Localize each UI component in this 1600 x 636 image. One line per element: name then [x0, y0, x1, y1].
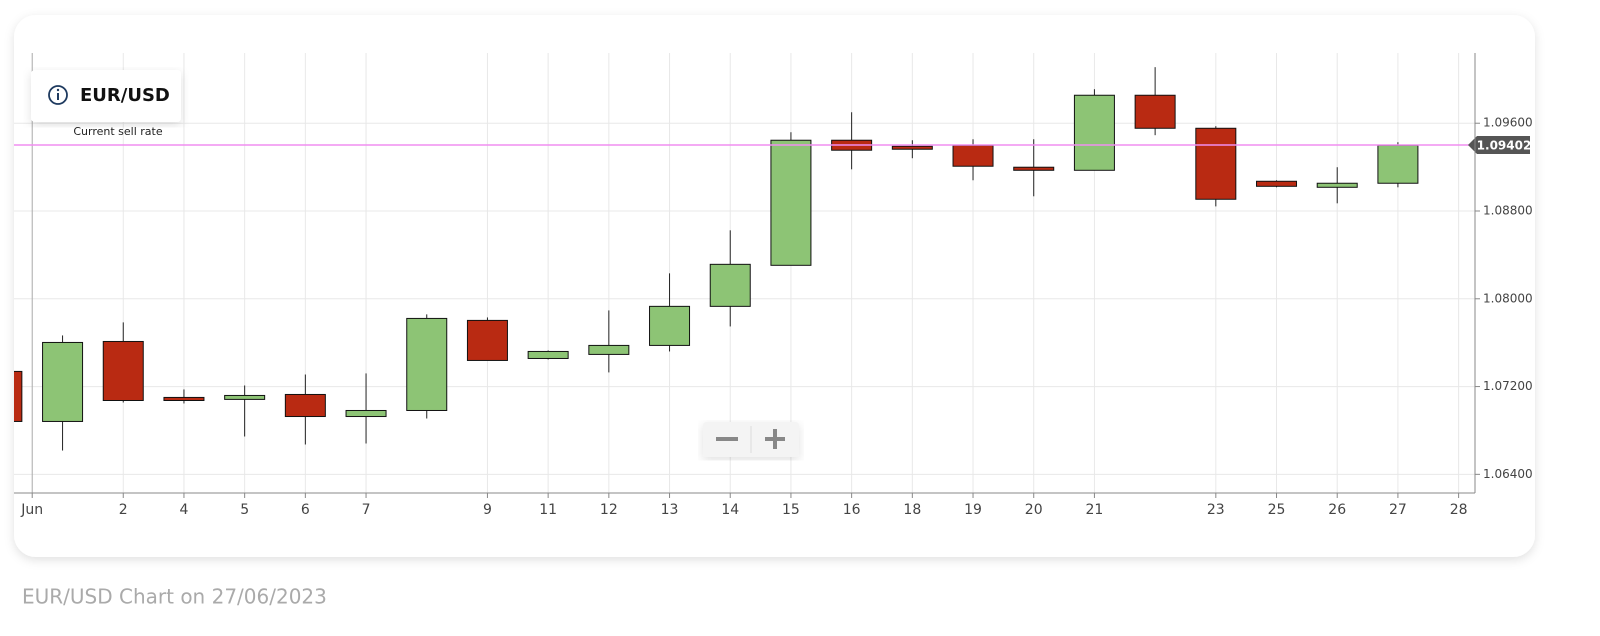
symbol: EUR/USD — [80, 85, 170, 106]
candle-body — [1316, 182, 1358, 188]
zoom-control — [703, 422, 799, 457]
candle-body — [649, 305, 691, 346]
candle-body — [770, 139, 812, 266]
candle-body — [14, 370, 23, 422]
x-tick-label: Jun — [20, 502, 43, 518]
candle-body — [42, 341, 84, 422]
zoom-out[interactable] — [716, 437, 738, 441]
candle-body — [406, 317, 448, 411]
x-tick-label: 13 — [661, 502, 679, 518]
x-tick-label: 15 — [782, 502, 800, 518]
candle-body — [588, 344, 630, 355]
x-tick-label: 7 — [362, 502, 371, 518]
x-tick-label: 11 — [539, 502, 557, 518]
card — [14, 15, 1535, 557]
x-tick-label: 4 — [179, 502, 188, 518]
candle-body — [1013, 166, 1055, 171]
info-icon-stem — [57, 93, 59, 100]
candle-body — [891, 145, 933, 150]
x-tick-label: 16 — [843, 502, 861, 518]
x-tick-label: 18 — [903, 502, 921, 518]
x-tick-label: 12 — [600, 502, 618, 518]
current-rate-tag — [1468, 135, 1530, 154]
y-tick-label: 1.09600 — [1483, 116, 1533, 130]
x-tick-label: 20 — [1025, 502, 1043, 518]
candle-body — [1073, 94, 1115, 171]
x-tick-label: 14 — [721, 502, 739, 518]
candle-body — [284, 393, 326, 418]
x-tick-label: 2 — [119, 502, 128, 518]
candle-body — [952, 144, 994, 167]
candle-body — [709, 263, 751, 307]
y-tick-label: 1.08800 — [1483, 204, 1533, 218]
candle-body — [466, 319, 508, 361]
x-tick-label: 6 — [301, 502, 310, 518]
x-tick-label: 25 — [1268, 502, 1286, 518]
candles — [14, 67, 1419, 451]
overlay: 1.06400 1.07200 1.08000 1.08800 1.09600 Jun 2 4… — [14, 116, 1533, 518]
candle-body — [163, 396, 205, 402]
candle-body — [345, 409, 387, 418]
x-tick-label: 9 — [483, 502, 492, 518]
candle-body — [1195, 127, 1237, 200]
x-tick-label: 21 — [1086, 502, 1104, 518]
x-tick-label: 19 — [964, 502, 982, 518]
x-tick-label: 5 — [240, 502, 249, 518]
y-tick-label: 1.06400 — [1483, 467, 1533, 481]
y-tick-label: 1.07200 — [1483, 379, 1533, 393]
current-rate-value: 1.09402 — [1477, 138, 1532, 152]
zoom-in-v — [773, 429, 777, 449]
candle-body — [1134, 94, 1176, 129]
candle-body — [102, 340, 144, 402]
y-tick-label: 1.08000 — [1483, 291, 1533, 305]
candle-body — [224, 394, 266, 400]
info-icon-dot — [56, 88, 60, 92]
caption: EUR/USD Chart on 27/06/2023 — [22, 585, 327, 609]
x-tick-label: 23 — [1207, 502, 1225, 518]
info-icon[interactable] — [48, 85, 68, 105]
info-box: EUR/USD — [31, 70, 181, 122]
x-tick-label: 27 — [1389, 502, 1407, 518]
x-tick-label: 28 — [1450, 502, 1468, 518]
current-rate-label: Current sell rate — [73, 125, 162, 138]
info-box-bg — [31, 70, 181, 122]
candle-body — [1377, 144, 1419, 184]
candle-body — [1256, 180, 1298, 187]
candle-body — [527, 350, 569, 359]
x-tick-label: 26 — [1328, 502, 1346, 518]
